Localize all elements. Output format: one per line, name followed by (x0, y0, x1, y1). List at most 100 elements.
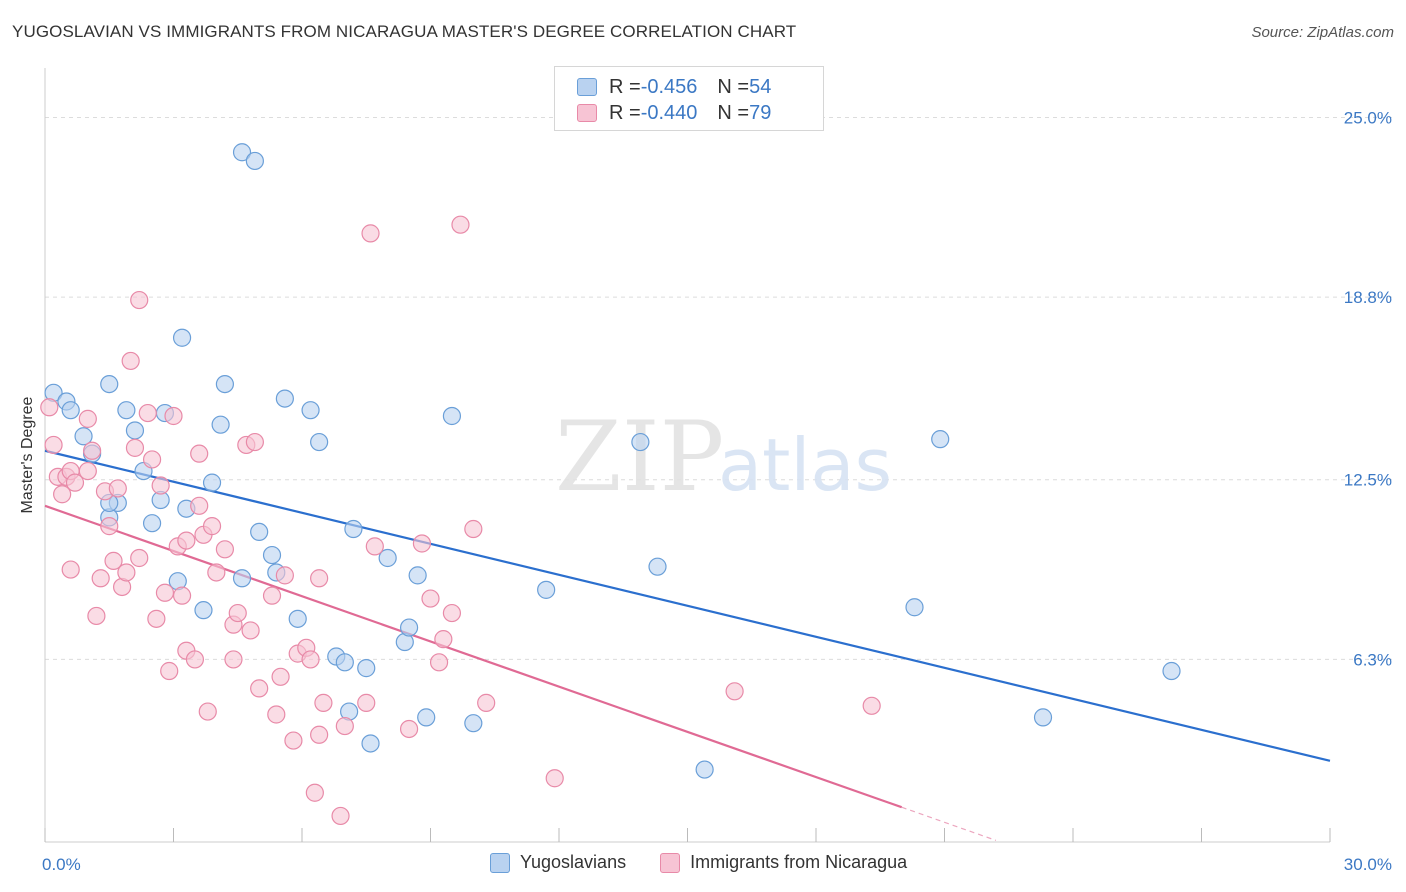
nicaragua-point-22 (130, 290, 149, 310)
nicaragua-point-66 (399, 719, 419, 739)
nicaragua-point-49 (262, 586, 282, 605)
nicaragua-point-1 (44, 435, 63, 455)
yugoslavian-point-49 (905, 598, 924, 617)
yugoslavian-trend-line (44, 449, 1331, 762)
yugoslavian-point-46 (631, 432, 650, 452)
legend-r-value: -0.456 (640, 75, 698, 98)
nicaragua-point-74 (477, 693, 496, 712)
nicaragua-point-40 (207, 563, 226, 582)
nicaragua-point-53 (284, 731, 303, 750)
x-tick-label-1: 30.0% (1344, 855, 1392, 874)
nicaragua-point-27 (155, 583, 175, 602)
nicaragua-point-76 (725, 682, 744, 701)
nicaragua-point-59 (310, 725, 329, 744)
nicaragua-point-64 (361, 224, 380, 243)
nicaragua-point-72 (451, 215, 470, 234)
nicaragua-point-16 (108, 479, 127, 498)
yugoslavian-point-3 (74, 427, 93, 446)
nicaragua-trend-line (44, 504, 903, 809)
legend-item-nicaragua: Immigrants from Nicaragua (660, 852, 907, 873)
yugoslavian-point-10 (125, 421, 145, 440)
nicaragua-point-48 (250, 679, 269, 698)
y-tick-label-3: 25.0% (1344, 108, 1392, 127)
yugoslavian-point-2 (61, 401, 80, 420)
yugoslavian-point-23 (245, 151, 264, 171)
nicaragua-point-68 (421, 589, 440, 608)
yugoslavian-point-30 (301, 401, 320, 420)
legend-r-label: R = (609, 75, 641, 98)
nicaragua-point-36 (190, 444, 209, 463)
yugoslavian-point-36 (357, 659, 376, 678)
yugoslavian-point-33 (335, 653, 354, 672)
nicaragua-point-9 (78, 409, 97, 428)
yugoslavian-point-48 (695, 760, 714, 779)
nicaragua-point-25 (147, 609, 166, 628)
legend-n-label: N = (717, 101, 750, 124)
series-legend: Yugoslavians Immigrants from Nicaragua (490, 852, 941, 873)
nicaragua-point-65 (365, 537, 384, 556)
nicaragua-point-57 (305, 783, 324, 802)
nicaragua-point-70 (434, 630, 453, 649)
yugoslavian-point-28 (275, 389, 294, 408)
legend-swatch-blue (490, 852, 510, 873)
nicaragua-point-51 (271, 667, 290, 686)
nicaragua-point-67 (412, 534, 432, 553)
nicaragua-point-39 (202, 517, 222, 536)
yugoslavian-point-12 (142, 514, 162, 533)
y-tick-label-1: 12.5% (1344, 471, 1392, 490)
yugoslavian-point-44 (464, 714, 483, 733)
yugoslavian-point-26 (262, 545, 282, 565)
yugoslavian-point-20 (211, 415, 230, 434)
nicaragua-point-58 (310, 569, 329, 588)
nicaragua-point-8 (78, 461, 97, 481)
nicaragua-point-28 (160, 661, 179, 681)
yugoslavian-point-24 (232, 569, 252, 588)
legend-swatch-blue (577, 78, 597, 96)
y-tick-label-0: 6.3% (1353, 650, 1392, 669)
yugoslavian-point-29 (288, 609, 307, 628)
yugoslavian-point-35 (344, 519, 363, 539)
nicaragua-point-38 (198, 702, 217, 721)
legend-swatch-pink (577, 104, 597, 122)
legend-row-nicaragua: R = -0.440 N = 79 (577, 101, 771, 125)
nicaragua-point-14 (100, 517, 119, 536)
nicaragua-point-31 (172, 586, 192, 605)
legend-r-label: R = (609, 101, 641, 124)
nicaragua-point-75 (545, 769, 564, 788)
nicaragua-point-52 (275, 566, 294, 585)
nicaragua-point-21 (130, 548, 149, 568)
nicaragua-point-69 (429, 653, 449, 672)
nicaragua-point-56 (301, 650, 320, 669)
nicaragua-point-35 (190, 496, 209, 515)
legend-row-yugoslavians: R = -0.456 N = 54 (577, 75, 771, 99)
nicaragua-point-41 (215, 540, 234, 559)
legend-n-value: 54 (749, 75, 772, 98)
yugoslavian-point-25 (250, 522, 269, 542)
nicaragua-point-73 (464, 519, 483, 539)
watermark-zip: ZIP (555, 401, 724, 513)
nicaragua-point-26 (151, 476, 170, 495)
x-tick-label-0: 0.0% (42, 855, 81, 874)
y-tick-label-2: 18.8% (1344, 288, 1392, 307)
nicaragua-point-34 (185, 650, 205, 669)
grid-lines (45, 116, 1392, 660)
nicaragua-point-10 (83, 441, 102, 460)
source-label: Source: ZipAtlas.com (1251, 24, 1394, 41)
nicaragua-point-15 (104, 551, 123, 570)
axes (44, 68, 1331, 843)
nicaragua-point-61 (331, 806, 350, 826)
yugoslavian-point-40 (399, 618, 419, 637)
yugoslavian-point-43 (442, 406, 462, 426)
nicaragua-point-47 (245, 432, 264, 452)
nicaragua-point-46 (241, 621, 260, 640)
yugoslavian-point-51 (1033, 708, 1053, 727)
data-points (40, 143, 1181, 826)
yugoslavian-point-50 (931, 430, 950, 449)
nicaragua-point-60 (314, 693, 333, 712)
yugoslavian-point-42 (417, 708, 436, 727)
nicaragua-point-12 (91, 569, 110, 588)
nicaragua-point-3 (53, 485, 72, 504)
yugoslavian-point-16 (172, 328, 192, 347)
tick-labels: 6.3% 12.5% 18.8% 25.0% 0.0% 30.0% (42, 108, 1392, 874)
